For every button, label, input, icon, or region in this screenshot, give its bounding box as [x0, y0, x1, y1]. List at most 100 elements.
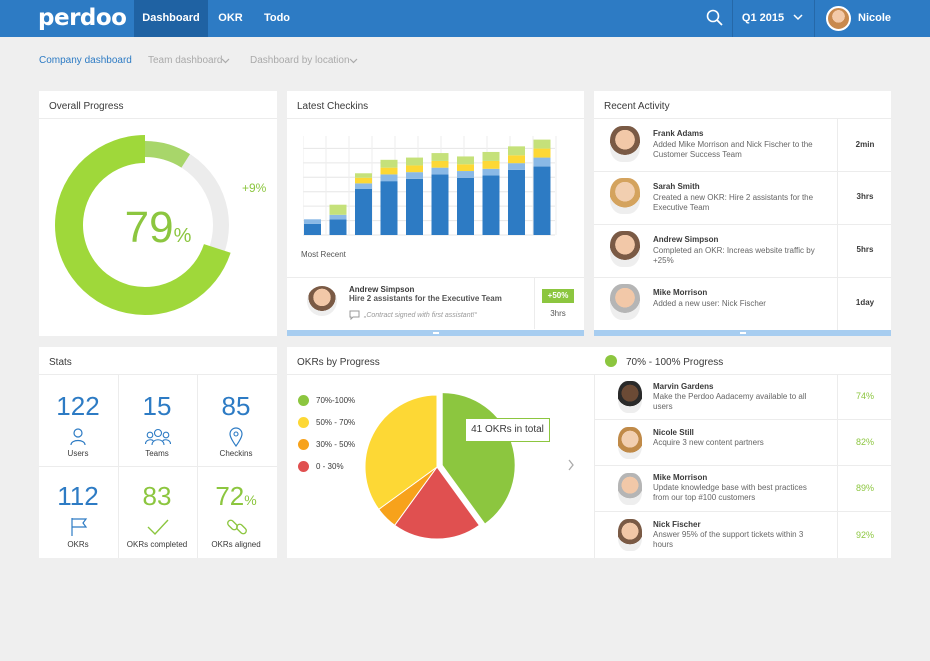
recent-activity-card: Recent Activity Frank Adams Added Mike M… — [594, 91, 891, 336]
activity-name: Sarah Smith — [653, 182, 700, 191]
activity-desc: Customer Success Team — [653, 150, 742, 159]
chevron-down-icon[interactable] — [349, 58, 358, 65]
perdoo-logo[interactable]: perdoo — [38, 5, 127, 31]
bar-segment — [431, 153, 449, 161]
nav-todo[interactable]: Todo — [263, 12, 291, 24]
nav-divider — [814, 0, 815, 37]
team-icon — [145, 428, 171, 446]
overall-progress-donut — [55, 135, 231, 315]
legend-label: 70%-100% — [316, 396, 356, 405]
progress-item-name: Nick Fischer — [653, 520, 701, 529]
stat-okrs-value: 112 — [57, 481, 99, 511]
most-recent-label: Most Recent — [301, 250, 346, 259]
bar-segment — [482, 175, 500, 235]
comment-icon — [349, 310, 360, 320]
user-name[interactable]: Nicole — [858, 12, 892, 24]
stat-okrs-completed-value: 83 — [142, 481, 172, 511]
top-navigation-bar: perdoo Dashboard OKR Todo Q1 2015 Nicole — [0, 0, 930, 37]
pie-slice[interactable] — [393, 466, 481, 540]
checkin-objective[interactable]: Hire 2 assistants for the Executive Team — [349, 294, 502, 303]
mike-morrison-avatar — [618, 473, 642, 505]
bar-segment — [508, 146, 525, 156]
bar-segment — [457, 171, 474, 178]
activity-time: 3hrs — [856, 192, 874, 201]
checkmark-icon — [147, 519, 169, 536]
period-selector[interactable]: Q1 2015 — [741, 12, 785, 24]
chevron-down-icon[interactable] — [221, 58, 230, 65]
stat-users-value: 122 — [56, 391, 100, 421]
tab-company-dashboard[interactable]: Company dashboard — [39, 55, 132, 66]
bar-segment — [457, 177, 474, 235]
divider — [39, 118, 277, 119]
divider — [197, 374, 198, 558]
progress-category-swatch — [605, 355, 617, 367]
sarah-smith-avatar — [610, 178, 640, 214]
overall-progress-delta: +9% — [242, 181, 267, 195]
activity-desc: +25% — [653, 256, 674, 265]
frank-adams-avatar — [610, 126, 640, 162]
bar-segment — [355, 188, 372, 235]
activity-name: Frank Adams — [653, 129, 704, 138]
progress-item-desc: users — [653, 402, 673, 411]
stat-okrs-completed-label: OKRs completed — [126, 540, 188, 549]
progress-item-name: Marvin Gardens — [653, 382, 714, 391]
divider — [594, 374, 595, 558]
progress-item-pct: 92% — [855, 530, 874, 540]
pie-tooltip: 41 OKRs in total — [465, 418, 550, 442]
progress-item-desc: hours — [653, 540, 674, 549]
divider — [594, 465, 891, 466]
progress-item-pct: 74% — [855, 391, 874, 401]
divider — [534, 277, 535, 329]
scroll-handle[interactable] — [287, 330, 584, 336]
bar-segment — [457, 156, 474, 165]
nav-dashboard[interactable]: Dashboard — [134, 0, 208, 37]
activity-name: Mike Morrison — [653, 288, 708, 297]
checkin-progress-badge: +50% — [542, 289, 574, 303]
stat-okrs-aligned-label: OKRs aligned — [211, 540, 261, 549]
divider — [837, 374, 838, 558]
divider — [594, 171, 891, 172]
activity-desc: Created a new OKR: Hire 2 assistants for… — [653, 193, 814, 202]
bar-segment — [406, 157, 423, 166]
stat-checkins-label: Checkins — [219, 449, 253, 458]
nick-fischer-avatar — [618, 519, 642, 551]
nav-okr[interactable]: OKR — [218, 12, 243, 24]
stat-teams-label: Teams — [145, 449, 169, 458]
activity-time: 2min — [855, 140, 875, 149]
bar-segment — [380, 167, 398, 175]
user-avatar[interactable] — [826, 6, 851, 31]
tab-dashboard-by-location[interactable]: Dashboard by location — [250, 55, 350, 66]
bar-segment — [380, 181, 398, 235]
legend-label: 0 - 30% — [316, 462, 344, 471]
bar-segment — [380, 159, 398, 168]
bar-segment — [355, 183, 372, 189]
bar-segment — [457, 164, 474, 172]
pie-slice[interactable] — [365, 394, 438, 511]
divider — [39, 466, 277, 467]
progress-item-pct: 82% — [855, 437, 874, 447]
scroll-handle[interactable] — [594, 330, 891, 336]
divider — [39, 374, 277, 375]
legend-swatch-70-100 — [298, 395, 309, 406]
bar-segment — [406, 172, 423, 179]
chevron-right-icon[interactable] — [567, 459, 575, 471]
checkins-bar-chart — [303, 136, 557, 236]
nicole-still-avatar — [618, 427, 642, 459]
bar-segment — [508, 163, 525, 170]
progress-item-desc: Acquire 3 new content partners — [653, 438, 764, 447]
card-title: Recent Activity — [604, 101, 670, 112]
search-icon[interactable] — [706, 9, 724, 27]
bar-segment — [431, 160, 449, 168]
bar-segment — [431, 174, 449, 235]
bar-segment — [482, 151, 500, 161]
andrew-simpson-avatar — [610, 231, 640, 267]
bar-segment — [508, 169, 525, 235]
divider — [118, 374, 119, 558]
bar-segment — [508, 155, 525, 164]
chevron-down-icon[interactable] — [793, 14, 803, 22]
activity-desc: Completed an OKR: Increas website traffi… — [653, 246, 815, 255]
bar-segment — [355, 177, 372, 184]
legend-swatch-30-50 — [298, 439, 309, 450]
tab-team-dashboard[interactable]: Team dashboard — [148, 55, 223, 66]
okrs-pie-chart[interactable] — [365, 389, 525, 549]
